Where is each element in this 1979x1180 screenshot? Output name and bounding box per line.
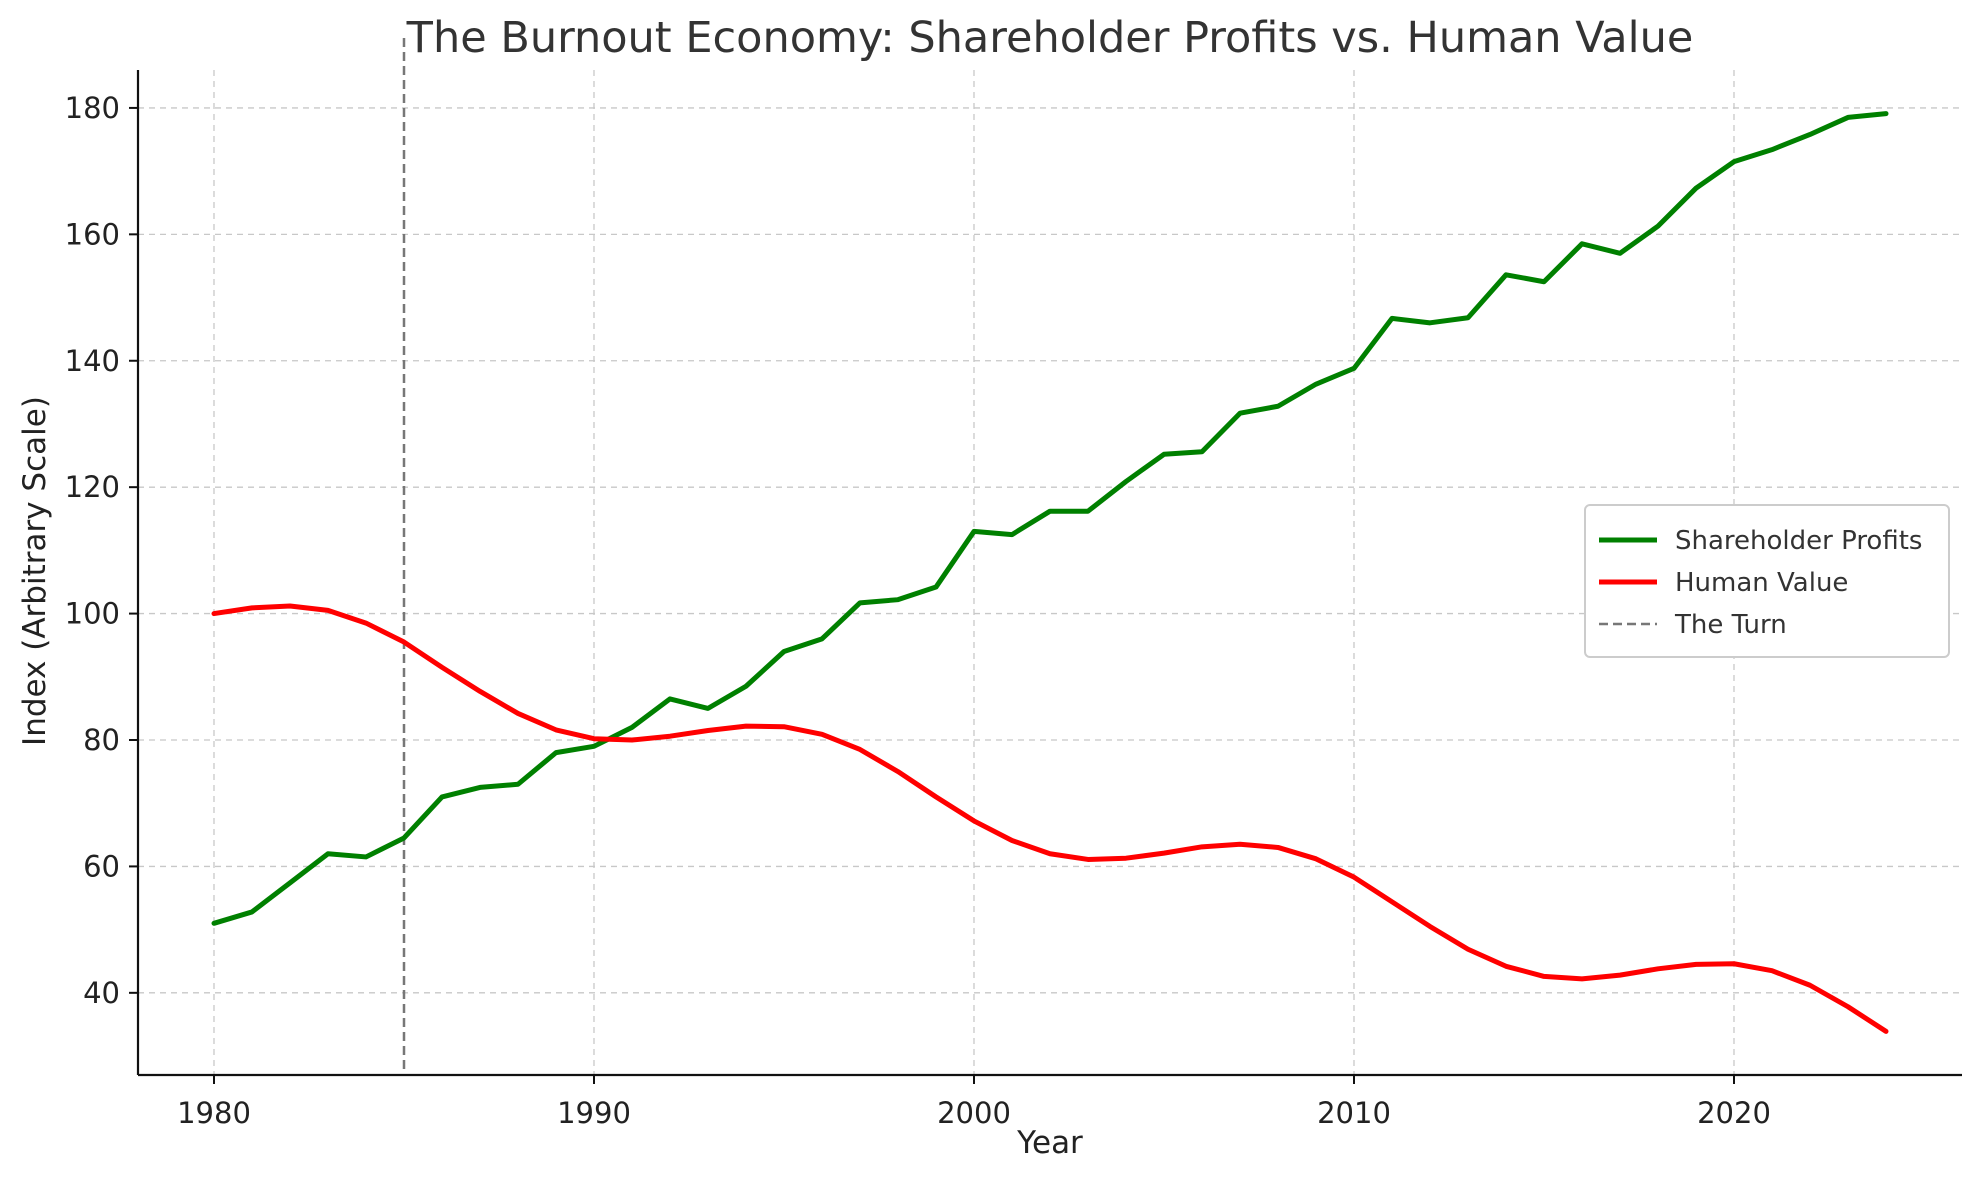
series-lines	[211, 111, 1889, 1034]
y-tick-label: 100	[65, 597, 120, 631]
legend: Shareholder Profits Human Value The Turn	[1584, 504, 1950, 658]
x-tick-label: 2010	[1317, 1096, 1391, 1130]
y-tick-label: 60	[83, 849, 120, 883]
legend-label-human-value: Human Value	[1675, 568, 1848, 598]
y-tick-label: 180	[65, 91, 120, 125]
x-tick-label: 2000	[937, 1096, 1011, 1130]
y-axis-label: Index (Arbitrary Scale)	[17, 396, 53, 746]
legend-label-shareholder-profits: Shareholder Profits	[1675, 526, 1922, 556]
y-tick-label: 40	[83, 976, 120, 1010]
legend-box	[1584, 504, 1950, 658]
y-tick-label: 140	[65, 344, 120, 378]
y-tick-label: 80	[83, 723, 120, 757]
human-value-line	[211, 603, 1889, 1034]
chart-title: The Burnout Economy: Shareholder Profits…	[406, 13, 1694, 63]
axes	[136, 70, 1962, 1077]
x-tick-label: 2020	[1697, 1096, 1771, 1130]
y-ticks: 40 60 80 100 120 140 160 180	[65, 91, 138, 1010]
legend-label-the-turn: The Turn	[1674, 610, 1787, 640]
shareholder-profits-line	[211, 111, 1889, 926]
x-tick-label: 1990	[557, 1096, 631, 1130]
x-axis-label: Year	[1016, 1125, 1083, 1161]
y-tick-label: 120	[65, 470, 120, 504]
x-ticks: 1980 1990 2000 2010 2020	[177, 1075, 1771, 1130]
x-tick-label: 1980	[177, 1096, 251, 1130]
y-tick-label: 160	[65, 217, 120, 251]
